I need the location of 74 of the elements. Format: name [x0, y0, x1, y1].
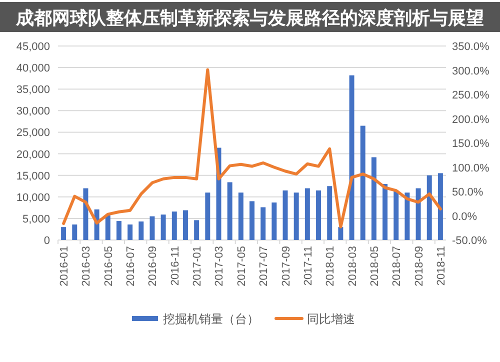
x-tick-label: 2016-03 — [80, 246, 93, 286]
x-tick-label: 2016-07 — [125, 246, 138, 286]
x-tick-label: 2018-05 — [368, 246, 381, 286]
bar — [250, 201, 254, 240]
y-tick-label: 25,000 — [16, 127, 50, 140]
y2-tick-label: 0.0% — [452, 210, 478, 223]
y2-tick-label: 250.0% — [452, 90, 490, 102]
chart-title: 成都网球队整体压制革新探索与发展路径的深度剖析与展望 — [15, 8, 484, 28]
bar — [83, 188, 88, 240]
legend-label: 挖掘机销量（台） — [163, 312, 259, 326]
y2-tick-label: 100.0% — [452, 162, 490, 174]
y-tick-label: 35,000 — [16, 84, 50, 96]
bar — [426, 175, 432, 240]
bar — [194, 220, 200, 240]
line-series — [62, 68, 442, 228]
x-tick-label: 2017-09 — [280, 246, 292, 286]
y2-tick-label: 300.0% — [452, 65, 490, 78]
y-tick-label: 40,000 — [16, 62, 50, 75]
y-tick-label: 30,000 — [16, 106, 50, 118]
bar — [227, 182, 232, 240]
x-tick-label: 2018-09 — [413, 246, 426, 286]
bar — [404, 192, 410, 240]
x-tick-label: 2017-05 — [236, 246, 248, 286]
y2-tick-label: 350.0% — [452, 41, 490, 53]
bar — [160, 214, 166, 240]
bar — [349, 75, 354, 240]
bar — [394, 190, 399, 240]
x-tick-label: 2018-11 — [435, 246, 448, 286]
bar — [316, 190, 322, 240]
x-tick-label: 2016-09 — [147, 246, 160, 286]
bar — [128, 224, 133, 240]
x-tick-label: 2016-01 — [58, 246, 71, 286]
bar — [72, 224, 78, 240]
bar — [182, 210, 188, 240]
x-tick-label: 2018-07 — [391, 246, 404, 286]
bar — [150, 216, 155, 240]
y2-tick-label: 200.0% — [452, 114, 490, 126]
bar — [272, 202, 277, 240]
x-tick-label: 2017-11 — [302, 246, 314, 286]
legend-label: 同比增速 — [307, 312, 355, 326]
bar — [61, 227, 66, 240]
bar — [238, 192, 244, 240]
x-tick-label: 2018-03 — [346, 246, 359, 286]
y-tick-label: 45,000 — [16, 41, 50, 53]
bar — [304, 188, 310, 240]
x-tick-label: 2016-11 — [169, 246, 182, 286]
y-tick-label: 10,000 — [16, 192, 50, 204]
bar — [172, 212, 177, 240]
bar — [382, 184, 388, 240]
x-tick-label: 2017-07 — [258, 246, 270, 286]
x-tick-label: 2016-05 — [102, 246, 115, 286]
bar — [438, 173, 443, 240]
y-tick-label: 0 — [44, 235, 50, 247]
x-tick-label: 2018-01 — [324, 246, 337, 286]
y-tick-label: 20,000 — [16, 148, 50, 161]
bar — [416, 188, 421, 240]
bar — [205, 192, 210, 240]
bar — [327, 186, 332, 240]
y2-tick-label: 50.0% — [452, 186, 484, 198]
bar — [260, 207, 266, 240]
bar — [371, 157, 376, 240]
bar — [294, 192, 299, 240]
y2-tick-label: -50.0% — [452, 235, 488, 247]
y2-tick-label: 150.0% — [452, 138, 490, 150]
bar — [105, 215, 110, 240]
bar — [338, 227, 344, 240]
x-tick-label: 2017-01 — [192, 246, 204, 286]
bar — [138, 221, 144, 240]
x-tick-label: 2017-03 — [214, 246, 226, 286]
y-tick-label: 15,000 — [16, 170, 50, 182]
bar — [282, 190, 288, 240]
bar — [360, 126, 366, 240]
y-tick-label: 5,000 — [22, 213, 50, 226]
bar — [116, 221, 122, 240]
